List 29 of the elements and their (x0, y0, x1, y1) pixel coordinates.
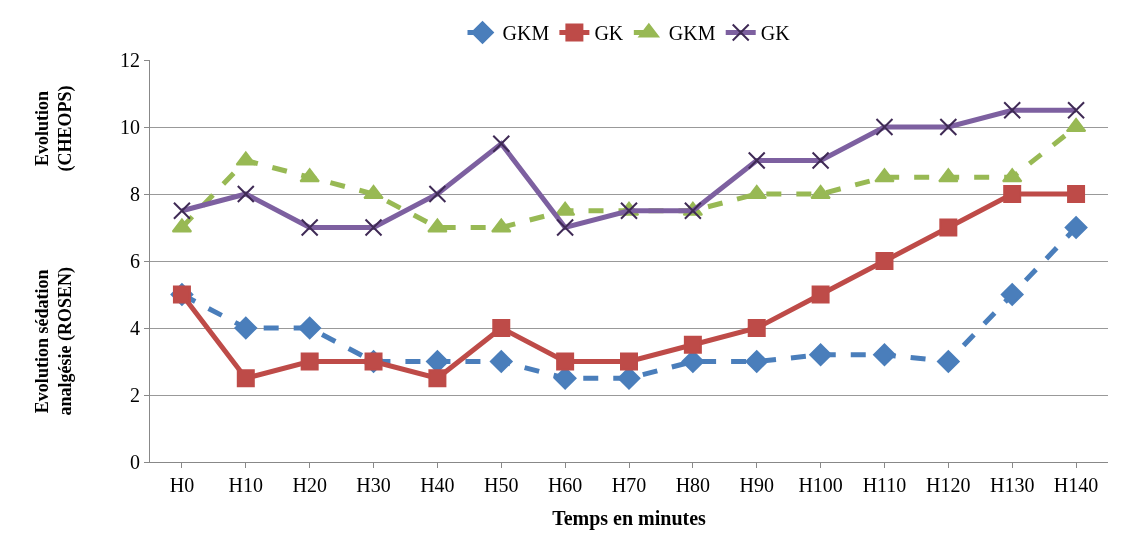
y-tick-label: 10 (120, 116, 140, 138)
x-axis-title: Temps en minutes (552, 506, 707, 530)
x-tick-label: H10 (228, 474, 264, 496)
legend-label: GK (594, 22, 624, 45)
x-tick-label: H80 (675, 474, 711, 496)
y-tick-label: 0 (130, 451, 140, 473)
x-tick-label: H140 (1053, 474, 1099, 496)
y-tick-label: 4 (130, 317, 140, 339)
x-tick-label: H60 (547, 474, 583, 496)
legend-label: GKM (502, 22, 550, 45)
y-tick-label: 12 (120, 49, 140, 71)
x-tick-label: H130 (989, 474, 1035, 496)
x-tick-label: H110 (862, 474, 907, 496)
legend-label: GKM (668, 22, 716, 45)
text: Evolution (CHEOPS) (31, 85, 77, 172)
y-tick-label: 2 (130, 384, 140, 406)
y-axis-title: Evolution sédation analgésie (ROSEN) (31, 267, 77, 416)
legend-label: GK (760, 22, 791, 45)
x-tick-label: H100 (798, 474, 843, 496)
x-tick-label: H50 (484, 474, 519, 496)
y-tick-label: 6 (130, 250, 140, 272)
x-tick-label: H30 (356, 474, 391, 496)
x-tick-label: H70 (611, 474, 647, 496)
x-tick-label: H90 (739, 474, 774, 496)
x-tick-label: H40 (420, 474, 455, 496)
x-tick-label: H0 (169, 474, 195, 496)
x-tick-label: H20 (292, 474, 327, 496)
y-tick-label: 8 (130, 183, 140, 205)
x-tick-label: H120 (926, 474, 971, 496)
